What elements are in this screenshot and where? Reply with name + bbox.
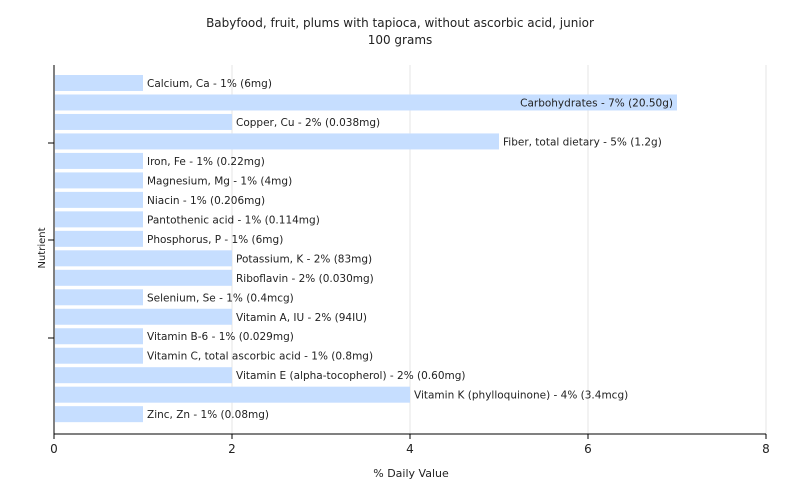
bar (55, 269, 232, 286)
bar-label: Calcium, Ca - 1% (6mg) (147, 78, 272, 90)
bar-label: Fiber, total dietary - 5% (1.2g) (503, 136, 662, 148)
bar-label: Vitamin B-6 - 1% (0.029mg) (147, 331, 294, 343)
x-tick-label: 2 (228, 442, 236, 456)
bar-label: Vitamin C, total ascorbic acid - 1% (0.8… (147, 351, 373, 363)
bar (55, 133, 499, 150)
bar-label: Vitamin E (alpha-tocopherol) - 2% (0.60m… (236, 370, 466, 382)
chart-subtitle: 100 grams (368, 33, 433, 47)
bar-label: Phosphorus, P - 1% (6mg) (147, 234, 283, 246)
x-tick-label: 8 (762, 442, 770, 456)
x-tick-label: 6 (584, 442, 592, 456)
x-tick-label: 0 (50, 442, 58, 456)
bar (55, 328, 143, 345)
bars: Calcium, Ca - 1% (6mg) Carbohydrates - 7%… (55, 75, 677, 423)
bar (55, 250, 232, 267)
bar (55, 94, 677, 111)
axes: 0 2 4 6 8 (48, 65, 770, 456)
bar-label: Riboflavin - 2% (0.030mg) (236, 273, 374, 285)
bar (55, 347, 143, 364)
bar (55, 308, 232, 325)
bar (55, 211, 143, 228)
bar-label: Selenium, Se - 1% (0.4mcg) (147, 292, 294, 304)
bar-label: Pantothenic acid - 1% (0.114mg) (147, 214, 320, 226)
bar (55, 172, 143, 189)
bar-label: Carbohydrates - 7% (20.50g) (520, 97, 673, 109)
bar-label: Vitamin K (phylloquinone) - 4% (3.4mcg) (414, 390, 628, 402)
y-axis-title: Nutrient (37, 227, 48, 268)
bar (55, 406, 143, 423)
bar (55, 289, 143, 306)
bar (55, 386, 410, 403)
bar-label: Niacin - 1% (0.206mg) (147, 195, 265, 207)
bar (55, 367, 232, 384)
bar-label: Vitamin A, IU - 2% (94IU) (236, 312, 367, 324)
bar (55, 75, 143, 91)
bar-label: Magnesium, Mg - 1% (4mg) (147, 175, 292, 187)
bar (55, 113, 232, 130)
bar-label: Iron, Fe - 1% (0.22mg) (147, 156, 265, 168)
bar (55, 230, 143, 247)
x-tick-label: 4 (406, 442, 414, 456)
bar-label: Potassium, K - 2% (83mg) (236, 253, 372, 265)
bar (55, 152, 143, 169)
bar-label: Zinc, Zn - 1% (0.08mg) (147, 409, 269, 421)
chart-title: Babyfood, fruit, plums with tapioca, wit… (206, 16, 594, 30)
x-axis-title: % Daily Value (373, 467, 449, 480)
bar-label: Copper, Cu - 2% (0.038mg) (236, 117, 380, 129)
bar (55, 191, 143, 208)
